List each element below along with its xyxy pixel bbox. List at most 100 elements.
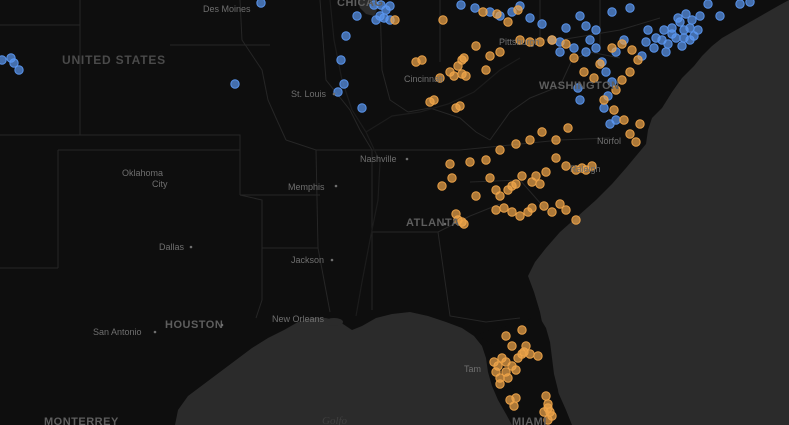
marker-orange-21[interactable]	[485, 51, 495, 61]
marker-blue-11[interactable]	[357, 103, 367, 113]
marker-orange-47[interactable]	[551, 135, 561, 145]
marker-orange-90[interactable]	[501, 331, 511, 341]
marker-orange-24[interactable]	[515, 35, 525, 45]
marker-orange-69[interactable]	[551, 153, 561, 163]
marker-blue-26[interactable]	[525, 13, 535, 23]
marker-orange-23[interactable]	[495, 47, 505, 57]
marker-orange-54[interactable]	[445, 159, 455, 169]
marker-orange-28[interactable]	[561, 39, 571, 49]
marker-orange-51[interactable]	[495, 145, 505, 155]
marker-orange-63[interactable]	[511, 179, 521, 189]
marker-orange-78[interactable]	[499, 203, 509, 213]
marker-orange-67[interactable]	[535, 179, 545, 189]
marker-orange-118[interactable]	[505, 395, 515, 405]
marker-orange-57[interactable]	[471, 191, 481, 201]
marker-blue-53[interactable]	[663, 39, 673, 49]
marker-blue-67[interactable]	[581, 21, 591, 31]
marker-orange-77[interactable]	[571, 215, 581, 225]
marker-blue-71[interactable]	[667, 23, 677, 33]
marker-blue-47[interactable]	[715, 11, 725, 21]
marker-orange-76[interactable]	[561, 205, 571, 215]
marker-orange-48[interactable]	[537, 127, 547, 137]
marker-orange-89[interactable]	[491, 205, 501, 215]
marker-blue-49[interactable]	[745, 0, 755, 7]
marker-blue-51[interactable]	[679, 25, 689, 35]
marker-orange-0[interactable]	[390, 15, 400, 25]
marker-orange-45[interactable]	[635, 119, 645, 129]
marker-orange-70[interactable]	[561, 161, 571, 171]
marker-blue-6[interactable]	[341, 31, 351, 41]
marker-orange-104[interactable]	[495, 379, 505, 389]
marker-blue-59[interactable]	[601, 67, 611, 77]
marker-blue-62[interactable]	[599, 103, 609, 113]
marker-blue-48[interactable]	[735, 0, 745, 9]
marker-blue-1[interactable]	[0, 55, 7, 65]
marker-orange-40[interactable]	[599, 95, 609, 105]
marker-orange-5[interactable]	[513, 5, 523, 15]
marker-blue-17[interactable]	[371, 15, 381, 25]
marker-orange-75[interactable]	[555, 199, 565, 209]
marker-orange-30[interactable]	[579, 67, 589, 77]
marker-orange-66[interactable]	[531, 171, 541, 181]
marker-orange-19[interactable]	[455, 101, 465, 111]
marker-orange-105[interactable]	[503, 373, 513, 383]
marker-orange-108[interactable]	[541, 391, 551, 401]
marker-orange-42[interactable]	[619, 115, 629, 125]
marker-blue-78[interactable]	[677, 41, 687, 51]
marker-orange-95[interactable]	[533, 351, 543, 361]
marker-blue-5[interactable]	[230, 79, 240, 89]
marker-blue-68[interactable]	[591, 43, 601, 53]
marker-orange-17[interactable]	[429, 95, 439, 105]
marker-orange-86[interactable]	[459, 219, 469, 229]
marker-blue-0[interactable]	[256, 0, 266, 8]
marker-orange-33[interactable]	[607, 43, 617, 53]
marker-orange-87[interactable]	[539, 201, 549, 211]
marker-orange-55[interactable]	[437, 181, 447, 191]
marker-blue-64[interactable]	[605, 119, 615, 129]
marker-blue-7[interactable]	[336, 55, 346, 65]
marker-orange-32[interactable]	[595, 59, 605, 69]
marker-blue-72[interactable]	[679, 33, 689, 43]
marker-orange-50[interactable]	[511, 139, 521, 149]
marker-orange-27[interactable]	[547, 35, 557, 45]
marker-blue-54[interactable]	[649, 43, 659, 53]
marker-orange-49[interactable]	[525, 135, 535, 145]
marker-blue-45[interactable]	[695, 11, 705, 21]
marker-orange-112[interactable]	[547, 411, 557, 421]
marker-orange-116[interactable]	[501, 357, 511, 367]
marker-orange-82[interactable]	[527, 203, 537, 213]
marker-orange-34[interactable]	[617, 39, 627, 49]
marker-orange-29[interactable]	[569, 53, 579, 63]
marker-blue-76[interactable]	[651, 33, 661, 43]
marker-blue-60[interactable]	[607, 77, 617, 87]
marker-orange-60[interactable]	[495, 191, 505, 201]
marker-blue-69[interactable]	[555, 47, 565, 57]
marker-blue-36[interactable]	[607, 7, 617, 17]
marker-orange-3[interactable]	[492, 9, 502, 19]
marker-orange-88[interactable]	[547, 207, 557, 217]
marker-orange-31[interactable]	[589, 73, 599, 83]
marker-blue-3[interactable]	[9, 58, 19, 68]
marker-blue-34[interactable]	[591, 25, 601, 35]
marker-blue-77[interactable]	[641, 37, 651, 47]
marker-orange-64[interactable]	[517, 171, 527, 181]
marker-orange-25[interactable]	[525, 37, 535, 47]
marker-blue-20[interactable]	[456, 0, 466, 10]
marker-orange-8[interactable]	[435, 73, 445, 83]
marker-orange-44[interactable]	[631, 137, 641, 147]
marker-blue-74[interactable]	[693, 25, 703, 35]
marker-orange-15[interactable]	[461, 71, 471, 81]
marker-blue-33[interactable]	[575, 11, 585, 21]
marker-orange-74[interactable]	[587, 161, 597, 171]
marker-orange-58[interactable]	[485, 173, 495, 183]
marker-orange-91[interactable]	[507, 341, 517, 351]
marker-orange-13[interactable]	[449, 71, 459, 81]
marker-orange-53[interactable]	[465, 157, 475, 167]
marker-orange-43[interactable]	[625, 129, 635, 139]
marker-orange-12[interactable]	[459, 53, 469, 63]
marker-orange-92[interactable]	[517, 325, 527, 335]
marker-blue-66[interactable]	[575, 95, 585, 105]
marker-blue-42[interactable]	[681, 9, 691, 19]
